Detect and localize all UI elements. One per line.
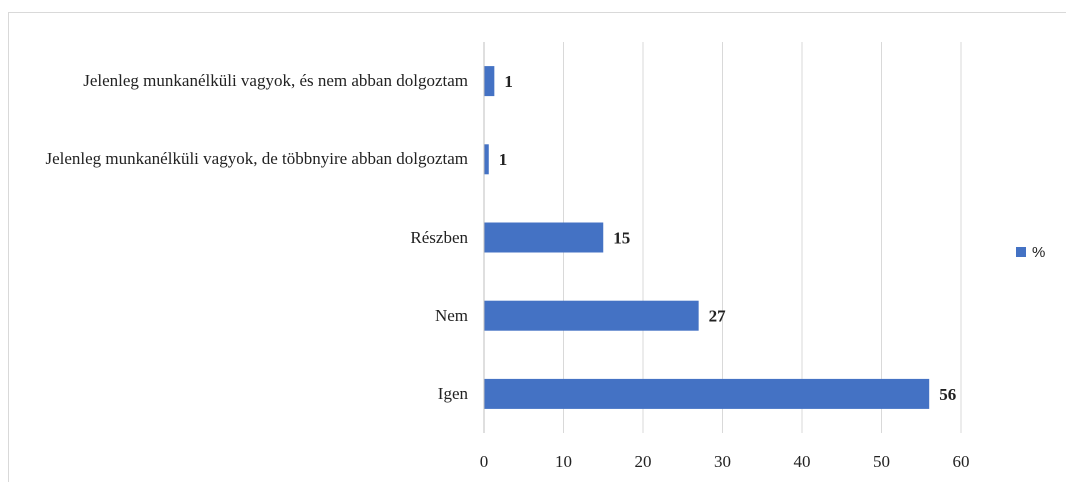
category-label-box: Jelenleg munkanélküli vagyok, és nem abb… [8, 51, 468, 111]
frame [8, 12, 1066, 482]
bar [484, 300, 699, 331]
y-tick-label: Jelenleg munkanélküli vagyok, és nem abb… [83, 71, 468, 91]
x-tick-label: 10 [555, 452, 572, 471]
y-tick-label: Részben [410, 227, 468, 247]
data-label: 1 [504, 72, 512, 91]
x-tick-label: 60 [953, 452, 970, 471]
x-tick-label: 0 [480, 452, 489, 471]
y-tick-label: Jelenleg munkanélküli vagyok, de többnyi… [45, 149, 468, 169]
x-tick-label: 20 [635, 452, 652, 471]
x-tick-label: 30 [714, 452, 731, 471]
bar [484, 378, 930, 409]
data-label: 56 [939, 385, 956, 404]
category-label-box: Jelenleg munkanélküli vagyok, de többnyi… [8, 129, 468, 189]
x-tick-label: 40 [794, 452, 811, 471]
category-label-box: Igen [8, 364, 468, 424]
data-label: 15 [613, 228, 630, 247]
data-label: 1 [499, 150, 508, 169]
bar [484, 66, 495, 97]
category-label-box: Részben [8, 208, 468, 268]
legend-swatch [1016, 247, 1026, 257]
category-label-box: Nem [8, 286, 468, 346]
legend-label: % [1032, 244, 1045, 261]
y-tick-label: Igen [437, 383, 468, 403]
data-label: 27 [709, 307, 727, 326]
bar [484, 144, 489, 175]
x-tick-label: 50 [873, 452, 890, 471]
y-tick-label: Nem [434, 305, 468, 325]
bar [484, 222, 604, 253]
